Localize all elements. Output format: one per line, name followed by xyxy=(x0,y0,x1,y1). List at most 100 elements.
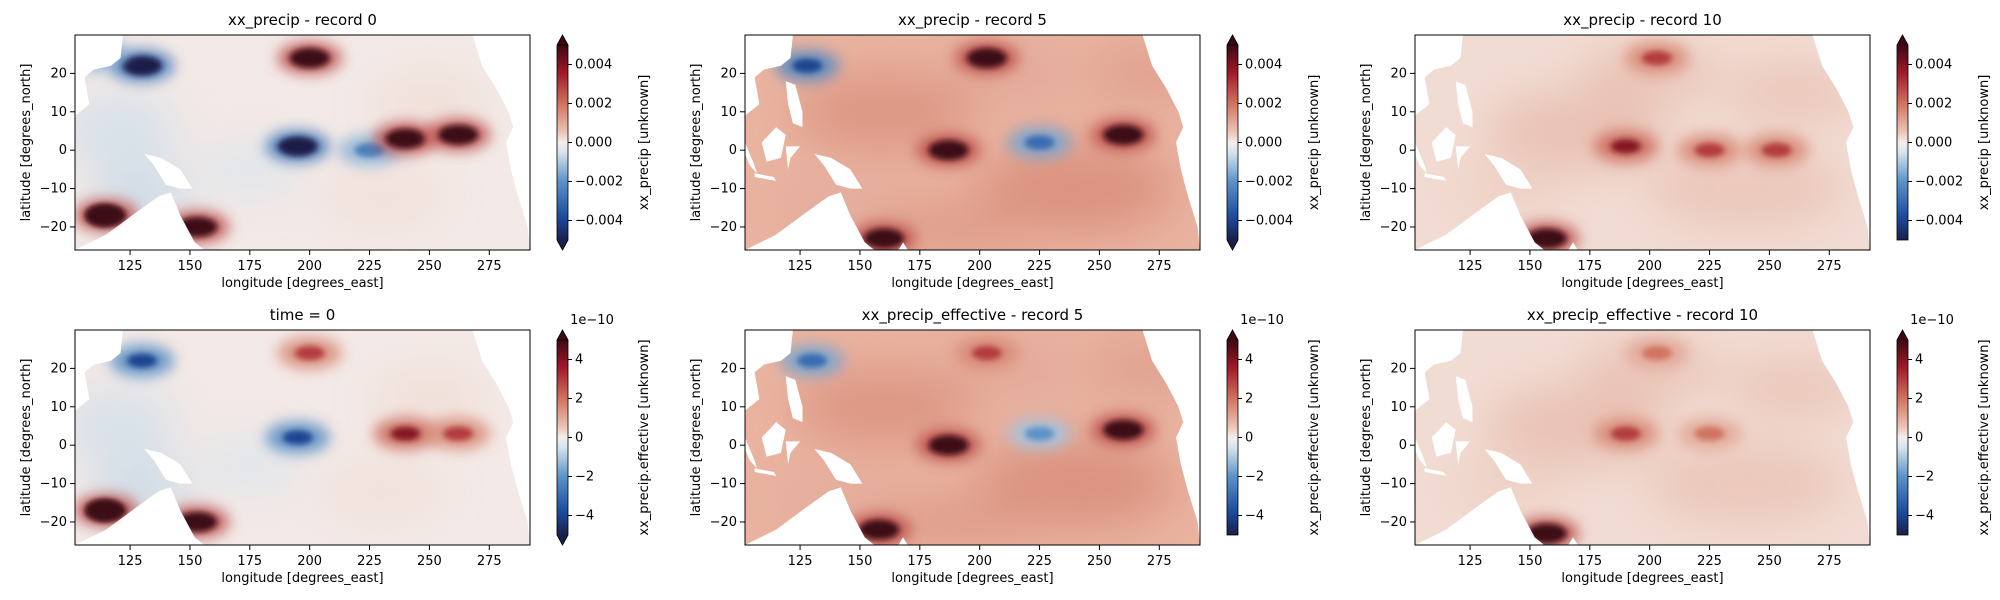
x-tick-label: 275 xyxy=(1817,554,1842,569)
colorbar-extend-min xyxy=(1227,240,1238,250)
x-tick-label: 275 xyxy=(477,554,502,569)
y-axis-label: latitude [degrees_north] xyxy=(1359,359,1374,517)
heatmap-features xyxy=(780,337,1156,545)
heatmap-cell-5 xyxy=(863,228,904,249)
x-tick-label: 150 xyxy=(1518,554,1543,569)
axes-frame xyxy=(744,329,1201,546)
x-tick-label: 125 xyxy=(1458,259,1483,274)
x-tick-label: 275 xyxy=(477,259,502,274)
axis-ticks: 125 150 175 200 225 250 275 −20 −10 0 10 20 xyxy=(1380,66,1842,274)
colorbar-extend-max xyxy=(1897,330,1908,340)
axis-ticks: 125 150 175 200 225 250 275 −20 −10 0 10 20 xyxy=(1380,361,1842,569)
colorbar-tick-label: 0.002 xyxy=(575,97,612,112)
colorbar-tick-label: −4 xyxy=(1915,509,1934,524)
colorbar-extend-min xyxy=(557,240,568,250)
axis-ticks: 125 150 175 200 225 250 275 −20 −10 0 10 20 xyxy=(40,361,502,569)
y-tick-label: 20 xyxy=(50,361,67,376)
heatmap-field xyxy=(745,35,1200,250)
heatmap-cell-4 xyxy=(354,143,385,158)
heatmap-cell-6 xyxy=(438,124,479,145)
colorbar: 4 2 0 −2 −4 1e−10 xx_precip.effective [unknown… xyxy=(1896,313,1992,536)
x-tick-label: 175 xyxy=(237,259,262,274)
x-tick-label: 125 xyxy=(1458,554,1483,569)
panel-record-10: 125 150 175 200 225 250 275 −20 −10 0 10 20 xx_preci… xyxy=(1359,11,1992,291)
panel-effective-record-10: 125 150 175 200 225 250 275−20−1001020xx_preci… xyxy=(1359,306,1992,586)
colorbar-tick-label: −4 xyxy=(575,509,594,524)
y-tick-label: 20 xyxy=(720,66,737,81)
y-axis-label: latitude [degrees_north] xyxy=(689,64,704,222)
y-tick-label: −10 xyxy=(1380,477,1407,492)
colorbar-tick-label: 4 xyxy=(1245,353,1253,368)
colorbar: 0.004 0.002 0.000 −0.002 −0.004 xx_precip [un… xyxy=(1226,34,1322,251)
heatmap-cell-3 xyxy=(1103,124,1144,145)
colorbar-extend-max xyxy=(1227,330,1238,340)
heatmap-cell-1 xyxy=(1610,426,1641,441)
colorbar-tick-label: −0.004 xyxy=(1245,214,1293,229)
colorbar-tick-label: 0.000 xyxy=(575,136,612,151)
heatmap-cell-5 xyxy=(385,128,426,149)
x-tick-label: 175 xyxy=(1577,259,1602,274)
y-tick-label: −10 xyxy=(1380,182,1407,197)
x-axis-label: longitude [degrees_east] xyxy=(891,276,1053,291)
x-tick-label: 250 xyxy=(1757,554,1782,569)
x-tick-label: 225 xyxy=(357,259,382,274)
panel-record-0: 125 150 175 200 225 250 275 −20 −10 0 10 20 xx_preci… xyxy=(19,11,652,291)
heatmap-field xyxy=(75,35,530,250)
colorbar-tick-label: 0.002 xyxy=(1915,97,1952,112)
colorbar: 4 2 0 −2 −4 1e−10 xx_precip.effective [unknown… xyxy=(556,313,652,546)
panel-title: time = 0 xyxy=(270,306,336,324)
x-tick-label: 250 xyxy=(417,554,442,569)
heatmap-field xyxy=(1415,330,1870,545)
heatmap-cell-2 xyxy=(1694,426,1725,441)
y-tick-label: −20 xyxy=(1380,220,1407,235)
heatmap-cell-3 xyxy=(1761,143,1792,158)
panel-effective-record-5: 125 150 175 200 225 250 275−20−1001020xx_preci… xyxy=(689,306,1322,586)
x-tick-label: 150 xyxy=(178,259,203,274)
colorbar: 0.004 0.002 0.000 −0.002 −0.004 xx_precip [un… xyxy=(556,34,652,251)
colorbar-tick-label: −0.002 xyxy=(1245,175,1293,190)
colorbar-tick-label: 0 xyxy=(575,431,583,446)
heatmap-cell-1 xyxy=(294,346,325,361)
x-tick-label: 150 xyxy=(848,554,873,569)
x-tick-label: 200 xyxy=(1637,259,1662,274)
y-tick-label: 10 xyxy=(720,105,737,120)
panel-record-5: 125 150 175 200 225 250 275 −20 −10 0 10 20 xx_preci… xyxy=(689,11,1322,291)
colorbar: 0.004 0.002 0.000 −0.002 −0.004 xx_precip [un… xyxy=(1896,34,1992,241)
colorbar-label: xx_precip.effective [unknown] xyxy=(1977,339,1992,535)
land-mask xyxy=(745,330,1200,545)
colorbar-label: xx_precip.effective [unknown] xyxy=(637,339,652,535)
x-axis-label: longitude [degrees_east] xyxy=(891,571,1053,586)
x-tick-label: 250 xyxy=(1757,259,1782,274)
y-tick-label: 20 xyxy=(50,66,67,81)
x-tick-label: 150 xyxy=(1518,259,1543,274)
x-tick-label: 225 xyxy=(1027,259,1052,274)
panel-title: xx_precip - record 10 xyxy=(1563,11,1722,30)
y-tick-label: 0 xyxy=(59,143,67,158)
heatmap-cell-2 xyxy=(289,48,330,69)
colorbar-tick-label: −0.002 xyxy=(575,175,623,190)
heatmap-cell-3 xyxy=(277,136,318,157)
colorbar-exponent: 1e−10 xyxy=(1910,313,1954,328)
colorbar-tick-label: −0.004 xyxy=(1915,214,1963,229)
colorbar-tick-label: 4 xyxy=(575,353,583,368)
colorbar-tick-label: −0.002 xyxy=(1915,175,1963,190)
y-tick-label: −20 xyxy=(1380,515,1407,530)
colorbar-extend-min xyxy=(557,535,568,545)
heatmap-cell-1 xyxy=(971,346,1002,361)
y-tick-label: 20 xyxy=(1390,361,1407,376)
x-tick-label: 175 xyxy=(907,259,932,274)
axis-ticks: 125 150 175 200 225 250 275 −20 −10 0 10 20 xyxy=(40,66,502,274)
heatmap-field xyxy=(745,330,1200,545)
heatmap-cell-4 xyxy=(443,426,474,441)
x-tick-label: 250 xyxy=(1087,554,1112,569)
x-tick-label: 175 xyxy=(237,554,262,569)
y-tick-label: −20 xyxy=(710,515,737,530)
x-tick-label: 175 xyxy=(907,554,932,569)
axes-frame xyxy=(74,34,531,251)
x-tick-label: 275 xyxy=(1147,259,1172,274)
y-tick-label: 10 xyxy=(50,400,67,415)
land-mask xyxy=(745,35,1200,250)
colorbar: 4 2 0 −2 −4 1e−10 xx_precip.effective [unknown… xyxy=(1226,313,1322,536)
colorbar-label: xx_precip.effective [unknown] xyxy=(1307,339,1322,535)
